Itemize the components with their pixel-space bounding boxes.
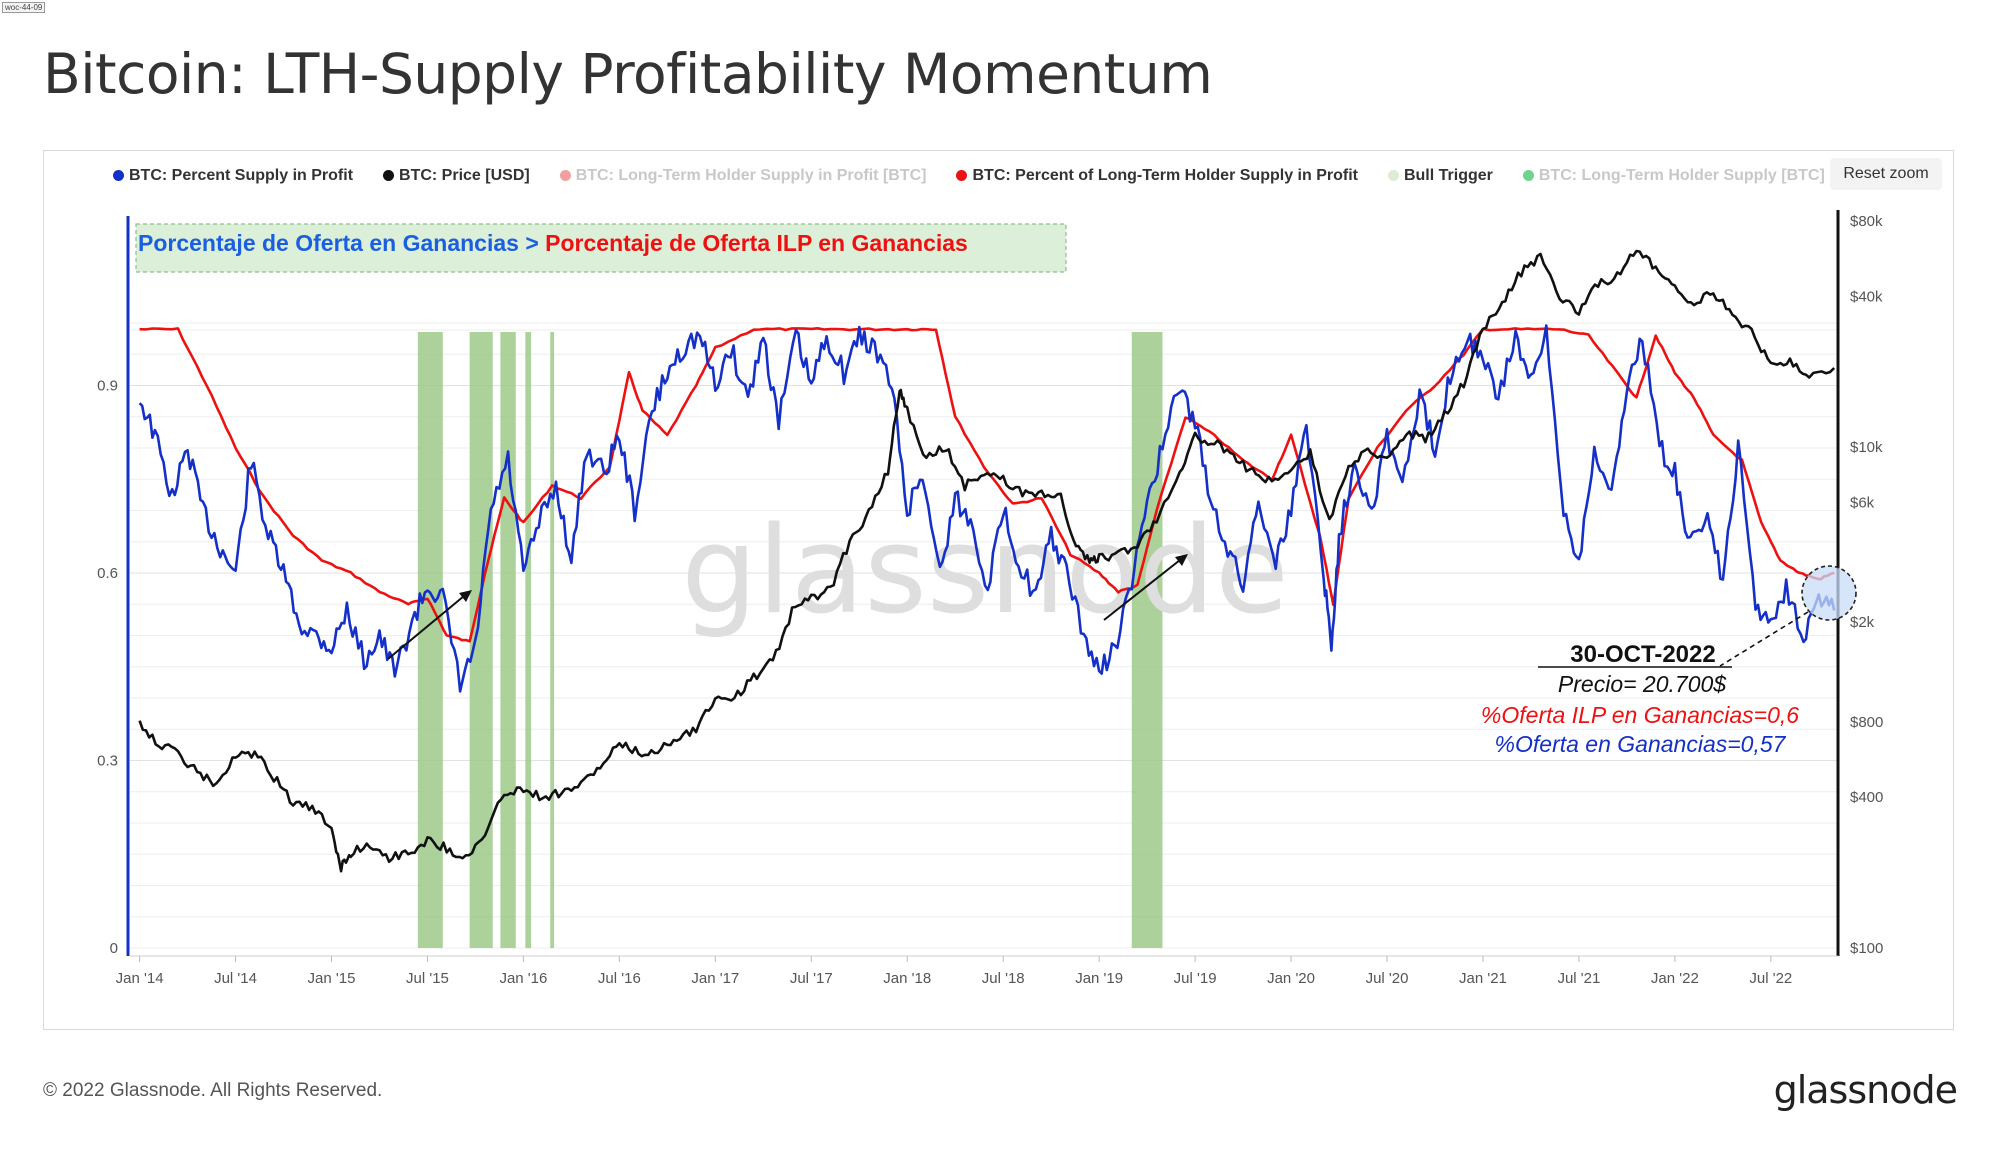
series-lines	[138, 249, 1836, 873]
y-right-tick-label: $10k	[1850, 439, 1883, 456]
legend-marker	[113, 170, 124, 181]
legend-item[interactable]: Bull Trigger	[1387, 167, 1493, 185]
brand-logo: glassnode	[1773, 1068, 1958, 1112]
band-label-part: >	[519, 230, 545, 256]
y-right-tick-label: $40k	[1850, 288, 1883, 305]
callout-date: 30-OCT-2022	[1570, 641, 1715, 668]
trend-arrow	[1103, 559, 1181, 621]
legend-label: BTC: Long-Term Holder Supply in Profit […	[575, 167, 927, 184]
y-right-tick-label: $6k	[1850, 495, 1875, 512]
page-title: Bitcoin: LTH-Supply Profitability Moment…	[43, 42, 1213, 106]
band-label-text: Porcentaje de Oferta en Ganancias > Porc…	[138, 230, 968, 256]
legend-label: BTC: Price [USD]	[399, 167, 530, 184]
highlight-circle	[1801, 565, 1857, 621]
legend-marker	[1387, 170, 1399, 181]
legend-item[interactable]: BTC: Percent Supply in Profit	[113, 167, 353, 185]
x-tick-label: Jan '20	[1267, 970, 1315, 987]
legend-label: BTC: Percent Supply in Profit	[129, 167, 354, 184]
band-label-part: Porcentaje de Oferta en Ganancias	[138, 230, 519, 256]
reset-zoom-button[interactable]: Reset zoom	[1830, 158, 1942, 190]
legend-label: BTC: Percent of Long-Term Holder Supply …	[972, 167, 1358, 184]
trend-arrowhead	[1175, 554, 1188, 566]
chart-legend: BTC: Percent Supply in Profit BTC: Price …	[113, 167, 1835, 191]
x-tick-label: Jan '21	[1459, 970, 1507, 987]
supply-profit-series-line	[138, 324, 1836, 693]
bull-trigger-band	[417, 332, 443, 948]
callout-lth-profit: %Oferta ILP en Ganancias=0,6	[1481, 702, 1799, 728]
chart-panel	[43, 150, 1954, 1030]
watermark: glassnode	[681, 502, 1289, 641]
legend-marker	[956, 170, 968, 181]
y-right-tick-label: $2k	[1850, 614, 1875, 631]
annotations: Porcentaje de Oferta en Ganancias > Porc…	[135, 223, 1857, 757]
callout-price: Precio= 20.700$	[1558, 671, 1727, 697]
legend-marker	[1522, 170, 1534, 181]
x-tick-label: Jul '21	[1557, 970, 1600, 987]
y-right-tick-label: $100	[1850, 940, 1883, 957]
x-tick-label: Jul '22	[1749, 970, 1792, 987]
x-tick-label: Jan '16	[499, 970, 547, 987]
y-left-tick-label: 0	[110, 940, 118, 957]
x-tick-label: Jan '22	[1651, 970, 1699, 987]
callout-supply-profit: %Oferta en Ganancias=0,57	[1495, 731, 1787, 757]
bull-trigger-band	[525, 332, 532, 948]
x-tick-label: Jul '14	[214, 970, 257, 987]
x-tick-label: Jul '19	[1174, 970, 1217, 987]
axes: 0 0.3 0.6 0.9 $100 $400 $800 $2k $6k $10k $40k $80k…	[97, 210, 1883, 987]
legend-item[interactable]: BTC: Long-Term Holder Supply [BTC]	[1522, 167, 1825, 185]
x-tick-label: Jan '18	[883, 970, 931, 987]
x-tick-label: Jul '16	[598, 970, 641, 987]
bull-trigger-band	[500, 332, 516, 948]
x-tick-label: Jul '20	[1366, 970, 1409, 987]
legend-marker	[383, 170, 395, 181]
corner-badge: woc-44-09	[2, 2, 46, 13]
y-right-tick-label: $800	[1850, 714, 1883, 731]
x-tick-label: Jul '18	[982, 970, 1025, 987]
bull-trigger-band	[1131, 332, 1163, 948]
x-tick-label: Jan '14	[116, 970, 164, 987]
x-tick-label: Jan '19	[1075, 970, 1123, 987]
leader-line	[1719, 611, 1809, 667]
x-tick-label: Jan '15	[308, 970, 356, 987]
bull-trigger-band	[469, 332, 493, 948]
lth-profit-series-line	[139, 326, 1835, 643]
y-left-tick-label: 0.9	[97, 378, 118, 395]
y-left-tick-label: 0.3	[97, 753, 118, 770]
legend-marker	[559, 170, 571, 181]
band-label-part: Porcentaje de Oferta ILP en Ganancias	[545, 230, 968, 256]
x-tick-label: Jan '17	[691, 970, 739, 987]
legend-item[interactable]: BTC: Percent of Long-Term Holder Supply …	[956, 167, 1358, 185]
trend-arrowhead	[459, 590, 472, 602]
legend-label: Bull Trigger	[1403, 167, 1493, 184]
copyright: © 2022 Glassnode. All Rights Reserved.	[43, 1080, 383, 1101]
band-label-box	[135, 223, 1067, 273]
bull-trigger-band	[550, 332, 555, 948]
y-left-tick-label: 0.6	[97, 565, 118, 582]
legend-item[interactable]: BTC: Price [USD]	[383, 167, 530, 185]
y-right-tick-label: $400	[1850, 789, 1883, 806]
x-tick-label: Jul '15	[406, 970, 449, 987]
trend-arrow	[387, 595, 465, 660]
legend-label: BTC: Long-Term Holder Supply [BTC]	[1538, 167, 1825, 184]
x-tick-label: Jul '17	[790, 970, 833, 987]
y-right-tick-label: $80k	[1850, 213, 1883, 230]
legend-item[interactable]: BTC: Long-Term Holder Supply in Profit […	[559, 167, 927, 185]
price-series-line	[138, 249, 1836, 873]
